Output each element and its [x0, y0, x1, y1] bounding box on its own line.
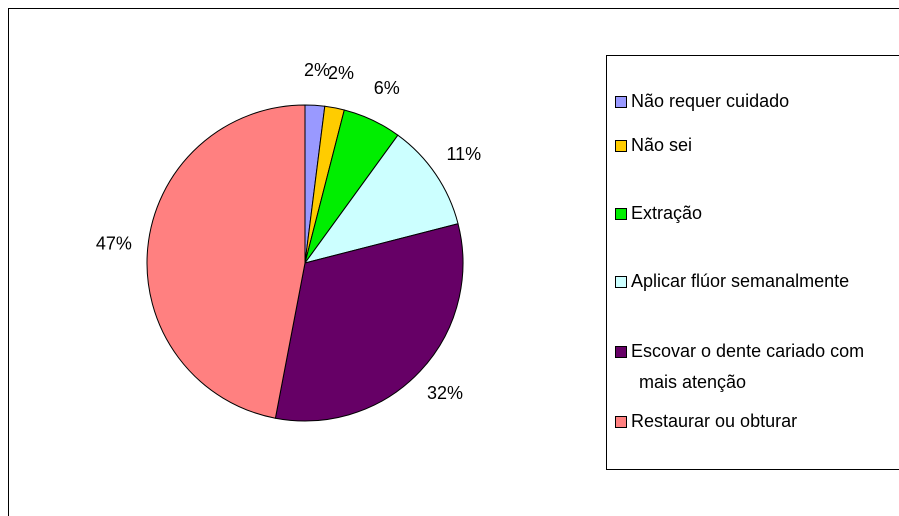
legend-label: Não requer cuidado — [631, 91, 789, 111]
data-label: 32% — [427, 383, 463, 403]
legend-label: Não sei — [631, 135, 692, 155]
legend-label: Restaurar ou obturar — [631, 411, 797, 431]
legend-swatch — [615, 208, 627, 220]
legend-label: Escovar o dente cariado com mais atenção — [631, 341, 864, 392]
legend-swatch — [615, 416, 627, 428]
legend-label: Extração — [631, 203, 702, 223]
legend-swatch — [615, 96, 627, 108]
legend-box — [606, 55, 899, 470]
legend-swatch — [615, 346, 627, 358]
data-label: 6% — [374, 78, 400, 98]
data-label: 2% — [304, 60, 330, 80]
data-label: 47% — [96, 234, 132, 254]
legend-label: Aplicar flúor semanalmente — [631, 271, 849, 291]
data-label: 2% — [328, 63, 354, 83]
pie-slice — [146, 104, 306, 419]
pie-slice — [303, 134, 459, 264]
legend-swatch — [615, 140, 627, 152]
pie-slice — [274, 223, 464, 422]
data-label: 11% — [446, 144, 481, 164]
legend-swatch — [615, 276, 627, 288]
